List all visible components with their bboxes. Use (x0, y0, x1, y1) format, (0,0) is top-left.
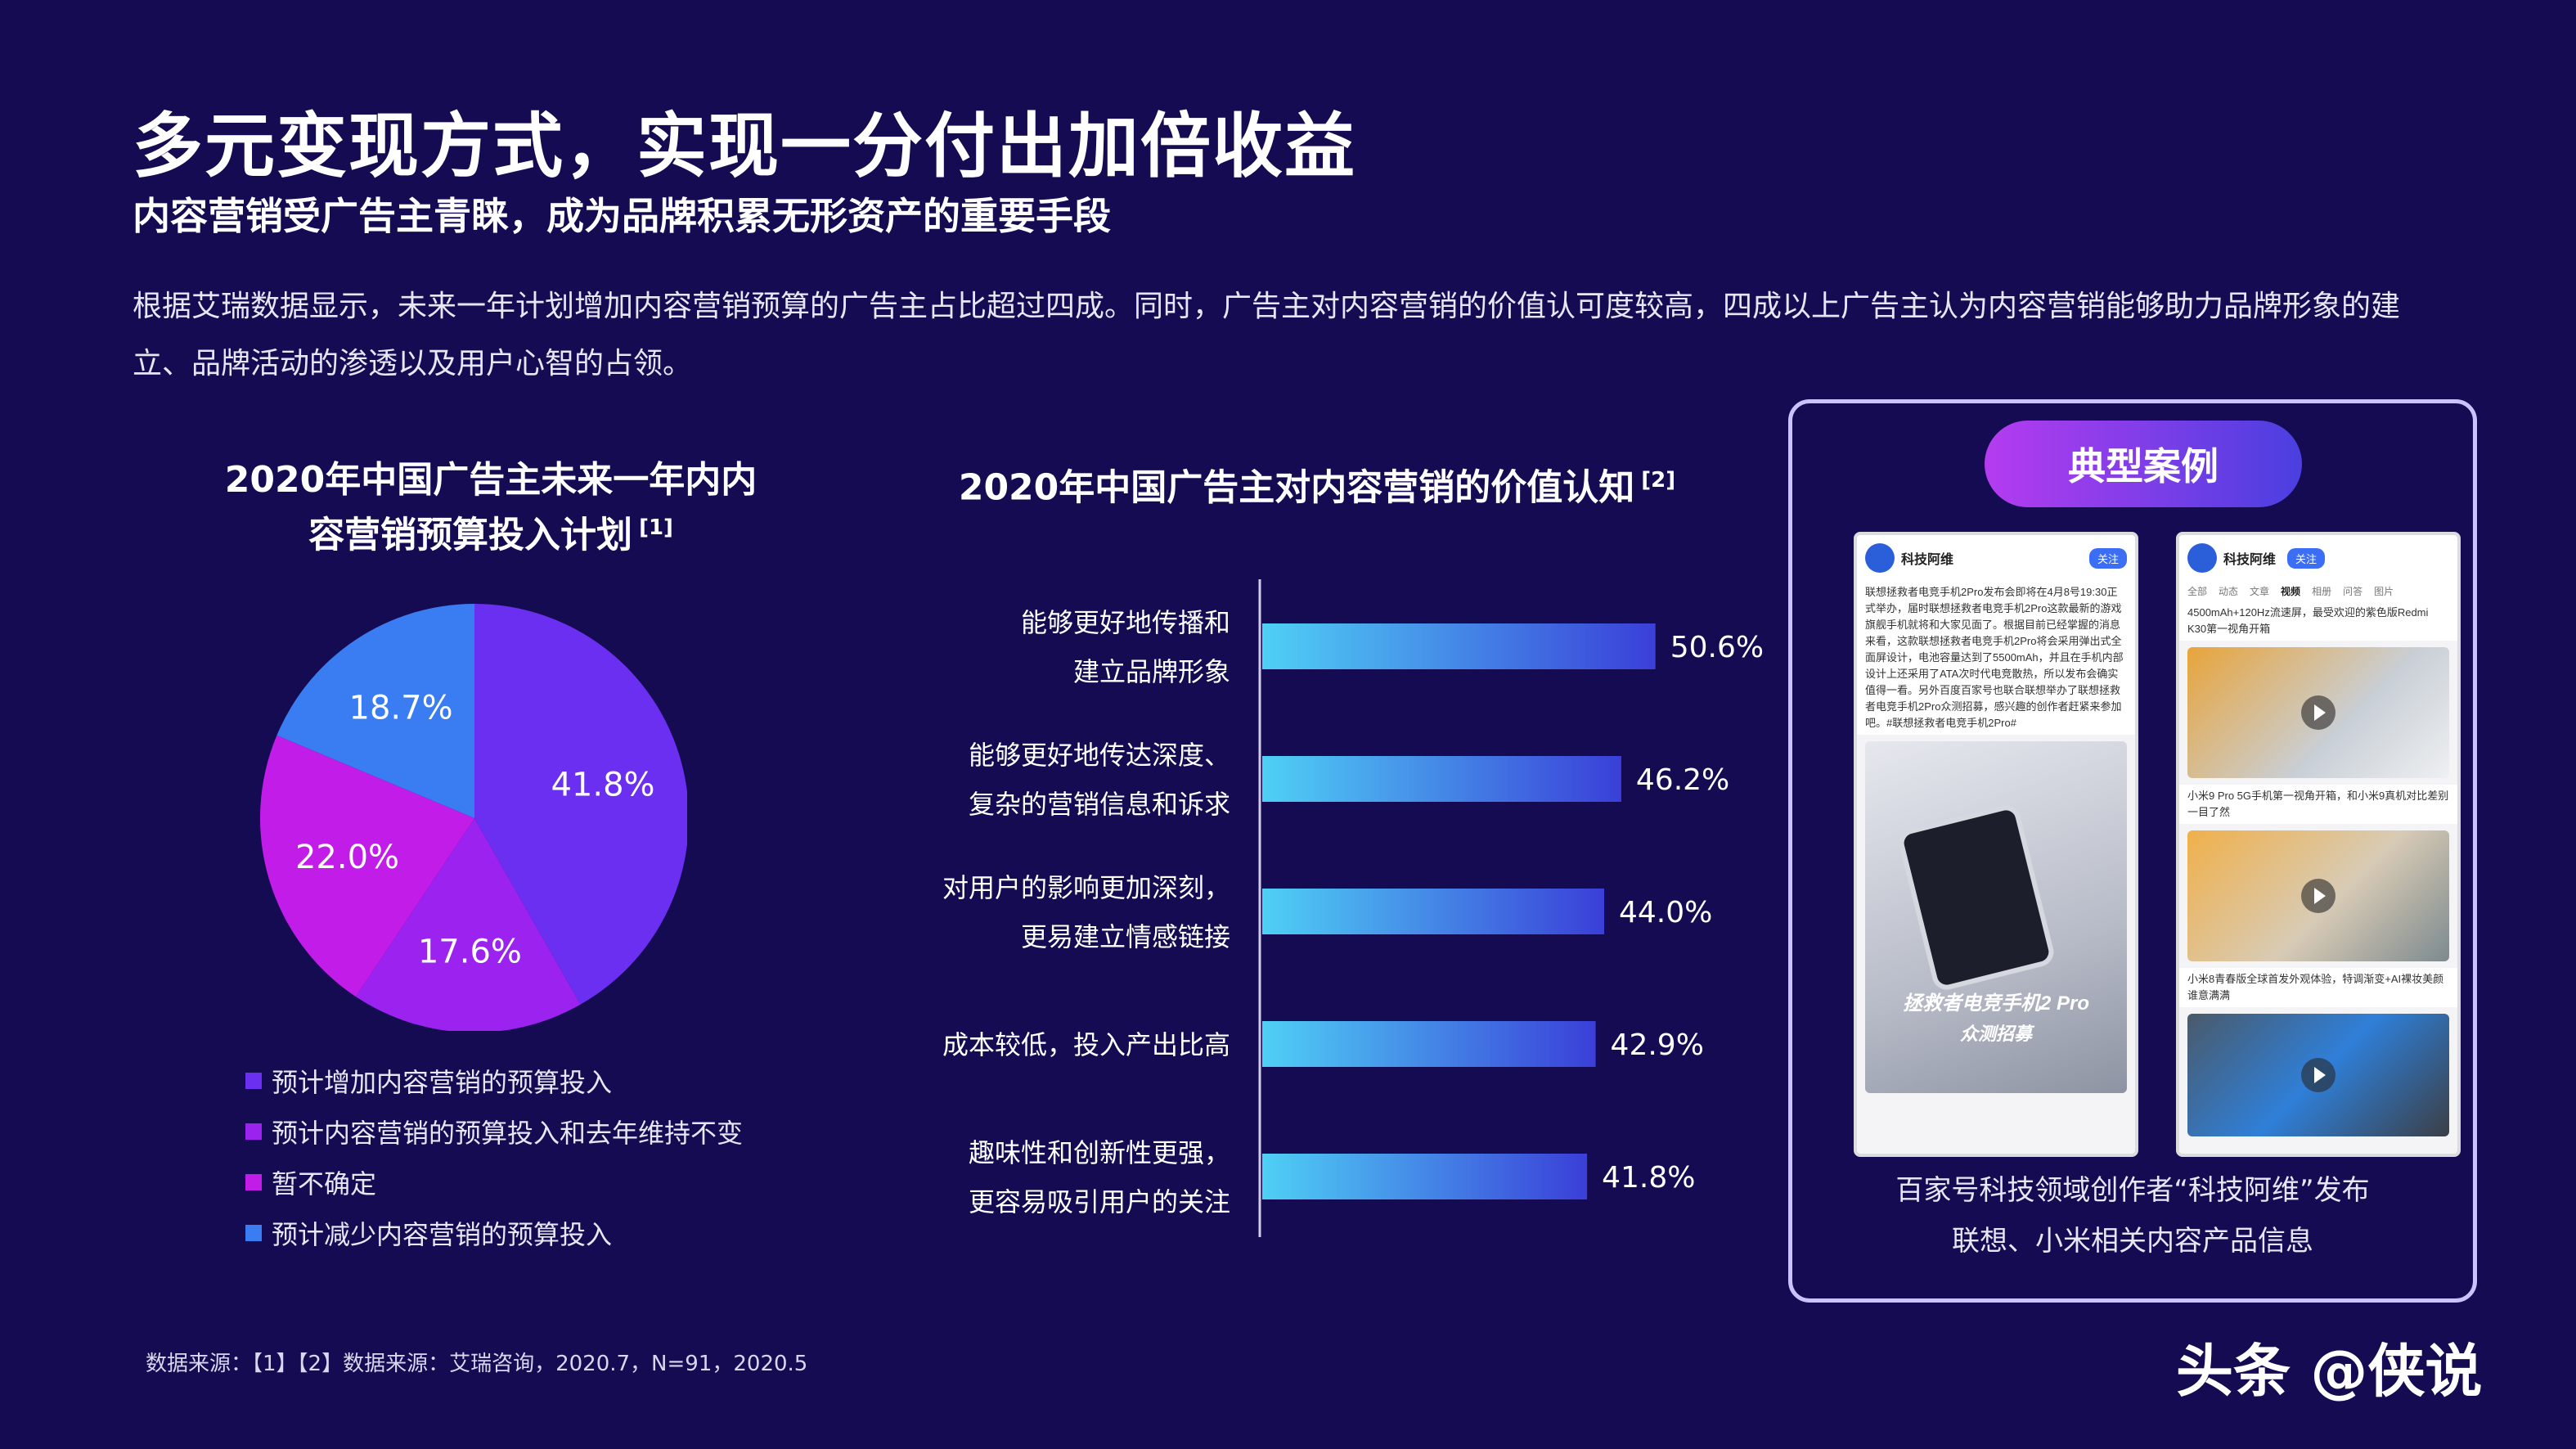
bar-category-label-3: 成本较低，投入产出比高 (942, 1029, 1230, 1060)
legend-item-0: 预计增加内容营销的预算投入 (245, 1055, 743, 1106)
profile-tab-0[interactable]: 全部 (2187, 586, 2208, 597)
follow-button[interactable]: 关注 (2287, 547, 2326, 569)
pie-slice-2 (259, 735, 474, 997)
data-source: 数据来源：【1】【2】数据来源：艾瑞咨询，2020.7，N=91，2020.5 (146, 1352, 808, 1376)
pie-chart: 41.8% 17.6% 22.0% 18.7% (259, 604, 687, 1031)
profile-tab-2[interactable]: 文章 (2250, 586, 2270, 597)
phone-screenshot-lenovo: 科技阿维 关注 联想拯救者电竞手机2Pro发布会即将在4月8号19:30正式举办… (1854, 532, 2138, 1157)
bar-0 (1262, 623, 1656, 669)
bar-category-label-2: 对用户的影响更加深刻， (942, 872, 1230, 903)
legend-item-3: 预计减少内容营销的预算投入 (245, 1208, 743, 1258)
bar-category-label-4: 更容易吸引用户的关注 (969, 1186, 1230, 1217)
banner-subtext: 众测招募 (1959, 1024, 2032, 1044)
bar-2 (1262, 889, 1604, 934)
watermark: 头条 @侠说 (2176, 1338, 2483, 1405)
play-icon (2301, 1058, 2335, 1092)
profile-tab-6[interactable]: 图片 (2374, 586, 2394, 597)
pie-slice-label-2: 22.0% (295, 839, 399, 876)
lenovo-phone-image: 拯救者电竞手机2 Pro 众测招募 (1865, 741, 2127, 1093)
bar-category-label-2: 更易建立情感链接 (1021, 921, 1230, 952)
profile-tab-3[interactable]: 视频 (2281, 586, 2301, 597)
pie-legend: 预计增加内容营销的预算投入预计内容营销的预算投入和去年维持不变 暂不确定预计减少内… (245, 1055, 743, 1258)
pie-chart-title: 2020年中国广告主未来一年内内 容营销预算投入计划 [1] (188, 457, 793, 560)
legend-item-1: 预计内容营销的预算投入和去年维持不变 (245, 1106, 743, 1157)
pie-slice-0 (474, 604, 687, 1005)
video-thumb-3[interactable] (2187, 1014, 2449, 1136)
legend-swatch (245, 1174, 262, 1190)
video-title-2[interactable]: 小米9 Pro 5G手机第一视角开箱，和小米9真机对比差别一目了然 (2179, 785, 2457, 824)
avatar (1865, 543, 1895, 573)
video-thumb-2[interactable] (2187, 830, 2449, 961)
pie-note: [1] (639, 515, 673, 540)
profile-tab-4[interactable]: 相册 (2312, 586, 2332, 597)
profile-tab-1[interactable]: 动态 (2219, 586, 2239, 597)
video-title-3[interactable]: 小米8青春版全球首发外观体验，特调渐变+AI裸妆美颜谁意满满 (2179, 968, 2457, 1007)
pie-slice-label-0: 41.8% (551, 766, 654, 803)
page-subtitle: 内容营销受广告主青睐，成为品牌积累无形资产的重要手段 (133, 194, 1111, 238)
banner-text: 拯救者电竞手机2 Pro (1902, 992, 2090, 1015)
bar-note: [2] (1641, 468, 1676, 493)
case-panel (1788, 399, 2477, 1303)
pie-slice-3 (276, 604, 474, 818)
avatar (2187, 543, 2217, 573)
legend-swatch (245, 1123, 262, 1140)
bar-title-text: 2020年中国广告主对内容营销的价值认知 (958, 466, 1635, 509)
play-icon (2301, 879, 2335, 913)
page-title: 多元变现方式，实现一分付出加倍收益 (133, 106, 1356, 187)
intro-paragraph: 根据艾瑞数据显示，未来一年计划增加内容营销预算的广告主占比超过四成。同时，广告主… (133, 290, 2401, 380)
follow-button[interactable]: 关注 (2088, 547, 2127, 569)
legend-item-2: 暂不确定 (245, 1157, 743, 1208)
pie-title-line2: 容营销预算投入计划 (308, 514, 633, 556)
video-thumb-1[interactable] (2187, 647, 2449, 778)
video-title-1[interactable]: 4500mAh+120Hz流速屏，最受欢迎的紫色版Redmi K30第一视角开箱 (2179, 601, 2457, 641)
phone-screenshot-xiaomi: 科技阿维 关注 全部 动态 文章 视频 相册 问答 图片 4500mAh+120Hz流速屏，… (2176, 532, 2461, 1157)
pie-slice-label-1: 17.6% (418, 933, 522, 970)
legend-swatch (245, 1225, 262, 1241)
bar-value-label-1: 46.2% (1636, 763, 1729, 797)
bar-category-label-0: 建立品牌形象 (1073, 656, 1230, 687)
bar-3 (1262, 1021, 1596, 1067)
post-text: 联想拯救者电竞手机2Pro发布会即将在4月8号19:30正式举办，届时联想拯救者… (1857, 581, 2135, 735)
legend-label: 暂不确定 (272, 1168, 377, 1199)
profile-tabs: 全部 动态 文章 视频 相册 问答 图片 (2179, 581, 2457, 601)
author-name: 科技阿维 (2223, 553, 2277, 567)
bar-value-label-2: 44.0% (1619, 896, 1712, 929)
bar-category-label-0: 能够更好地传播和 (1021, 607, 1230, 638)
pie-title-line1: 2020年中国广告主未来一年内内 (224, 459, 758, 501)
legend-label: 预计内容营销的预算投入和去年维持不变 (272, 1118, 744, 1149)
pie-slice-label-3: 18.7% (349, 690, 453, 727)
legend-swatch (245, 1073, 262, 1089)
legend-label: 预计增加内容营销的预算投入 (272, 1067, 613, 1098)
case-caption-line1: 百家号科技领域创作者“科技阿维”发布 (1895, 1174, 2370, 1207)
pie-slice-1 (355, 818, 581, 1031)
profile-tab-5[interactable]: 问答 (2343, 586, 2363, 597)
play-icon (2301, 695, 2335, 730)
bar-value-label-4: 41.8% (1602, 1161, 1695, 1195)
case-tag: 典型案例 (1985, 421, 2302, 507)
bar-4 (1262, 1154, 1588, 1199)
bar-category-label-4: 趣味性和创新性更强， (969, 1137, 1230, 1168)
author-name: 科技阿维 (1901, 553, 1954, 567)
bar-value-label-0: 50.6% (1670, 631, 1764, 664)
bar-category-label-1: 能够更好地传达深度、 (969, 740, 1230, 771)
case-caption: 百家号科技领域创作者“科技阿维”发布 联想、小米相关内容产品信息 (1788, 1165, 2477, 1267)
bar-value-label-3: 42.9% (1611, 1028, 1704, 1062)
bar-1 (1262, 756, 1621, 802)
bar-category-label-1: 复杂的营销信息和诉求 (969, 789, 1230, 820)
legend-label: 预计减少内容营销的预算投入 (272, 1219, 613, 1250)
case-caption-line2: 联想、小米相关内容产品信息 (1952, 1225, 2313, 1258)
bar-chart-title: 2020年中国广告主对内容营销的价值认知 [2] (900, 457, 1734, 512)
